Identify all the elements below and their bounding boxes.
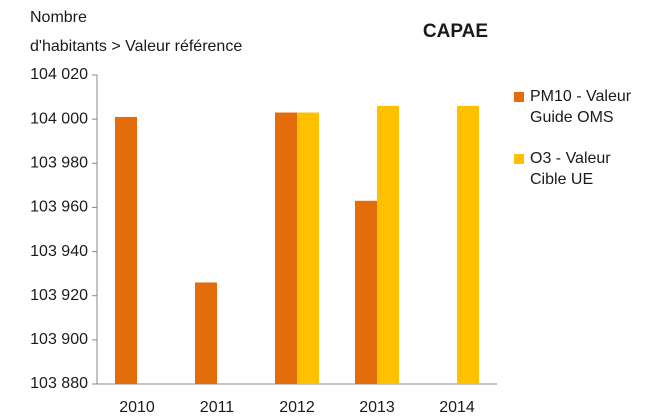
y-tick-label: 103 880 — [30, 375, 88, 392]
x-tick-label: 2011 — [200, 399, 235, 416]
y-tick-label: 103 960 — [30, 199, 88, 216]
x-tick-label: 2013 — [359, 399, 395, 416]
y-axis-label: Nombre — [30, 9, 87, 26]
y-tick-label: 103 920 — [30, 287, 88, 304]
bar — [115, 116, 137, 384]
y-axis-label: d'habitants > Valeur référence — [30, 38, 242, 55]
y-tick-label: 103 980 — [30, 155, 88, 172]
x-tick-label: 2010 — [119, 399, 155, 416]
legend-item: PM10 - Valeur Guide OMS — [514, 86, 640, 128]
x-tick-label: 2014 — [439, 399, 475, 416]
legend-label: O3 - Valeur Cible UE — [530, 150, 611, 188]
legend-item: O3 - Valeur Cible UE — [514, 148, 640, 190]
x-tick-label: 2012 — [279, 399, 315, 416]
legend-swatch — [514, 92, 524, 102]
bar — [297, 112, 319, 385]
y-tick-label: 103 940 — [30, 243, 88, 260]
chart-title: CAPAE — [423, 21, 488, 42]
bar — [457, 105, 479, 385]
y-tick-label: 104 020 — [30, 66, 88, 83]
bar — [275, 112, 297, 385]
bar — [377, 105, 399, 385]
legend-swatch — [514, 154, 524, 164]
bar — [355, 200, 377, 384]
legend-label: PM10 - Valeur Guide OMS — [530, 88, 632, 126]
y-tick-label: 104 000 — [30, 110, 88, 127]
bar — [195, 282, 217, 384]
y-tick-label: 103 900 — [30, 331, 88, 348]
